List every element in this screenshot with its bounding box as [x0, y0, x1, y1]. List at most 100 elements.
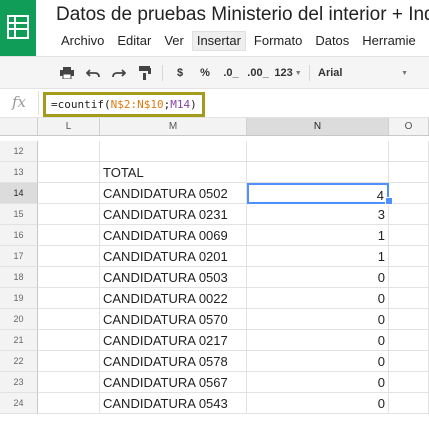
cell[interactable]: [38, 246, 100, 267]
cell[interactable]: [38, 162, 100, 183]
paint-format-icon[interactable]: [136, 63, 154, 83]
percent-button[interactable]: %: [200, 67, 210, 79]
cell[interactable]: 0: [247, 372, 389, 393]
undo-icon[interactable]: [84, 63, 102, 83]
cell[interactable]: 0: [247, 267, 389, 288]
cell[interactable]: [247, 141, 389, 162]
cell[interactable]: [389, 183, 429, 204]
cell[interactable]: [389, 267, 429, 288]
cell[interactable]: [38, 372, 100, 393]
cell[interactable]: [389, 309, 429, 330]
cell[interactable]: [389, 393, 429, 414]
cell[interactable]: [38, 141, 100, 162]
select-all-corner[interactable]: [0, 118, 38, 135]
row-header[interactable]: 13: [0, 162, 38, 183]
cell[interactable]: [389, 204, 429, 225]
row-header[interactable]: 18: [0, 267, 38, 288]
cell[interactable]: CANDIDATURA 0502: [100, 183, 247, 204]
cell[interactable]: CANDIDATURA 0217: [100, 330, 247, 351]
table-row: 14 CANDIDATURA 0502 4: [0, 183, 429, 204]
formula-input[interactable]: =countif(N$2:N$10;M14): [43, 92, 205, 117]
menu-insertar[interactable]: Insertar: [191, 31, 246, 51]
menu-editar[interactable]: Editar: [117, 33, 152, 48]
menu-datos[interactable]: Datos: [315, 33, 350, 48]
cell[interactable]: 3: [247, 204, 389, 225]
cell[interactable]: CANDIDATURA 0231: [100, 204, 247, 225]
cell[interactable]: [38, 309, 100, 330]
table-row: 13 TOTAL: [0, 162, 429, 183]
cell[interactable]: CANDIDATURA 0570: [100, 309, 247, 330]
cell[interactable]: CANDIDATURA 0543: [100, 393, 247, 414]
row-header[interactable]: 14: [0, 183, 38, 204]
sheets-logo-icon[interactable]: [0, 0, 36, 56]
column-header-o[interactable]: O: [389, 118, 429, 135]
formula-separator: ;: [163, 98, 171, 111]
active-cell[interactable]: 4: [247, 183, 389, 204]
cell[interactable]: 0: [247, 288, 389, 309]
menu-archivo[interactable]: Archivo: [61, 33, 105, 48]
cell[interactable]: CANDIDATURA 0022: [100, 288, 247, 309]
cell[interactable]: [38, 183, 100, 204]
cell[interactable]: TOTAL: [100, 162, 247, 183]
document-title[interactable]: Datos de pruebas Ministerio del interior…: [56, 4, 429, 25]
menu-formato[interactable]: Formato: [253, 33, 303, 48]
menu-ver[interactable]: Ver: [164, 33, 184, 48]
column-header-l[interactable]: L: [38, 118, 100, 135]
cell[interactable]: [38, 288, 100, 309]
cell[interactable]: 0: [247, 309, 389, 330]
frozen-divider: [0, 136, 429, 141]
cell[interactable]: CANDIDATURA 0567: [100, 372, 247, 393]
print-icon[interactable]: [58, 63, 76, 83]
table-row: 16 CANDIDATURA 0069 1: [0, 225, 429, 246]
column-header-m[interactable]: M: [100, 118, 247, 135]
cell[interactable]: 1: [247, 246, 389, 267]
currency-button[interactable]: $: [176, 67, 184, 79]
cell[interactable]: [38, 267, 100, 288]
font-family-select[interactable]: Arial ▼: [318, 63, 408, 83]
column-header-n[interactable]: N: [247, 118, 389, 135]
cell[interactable]: [38, 393, 100, 414]
cell[interactable]: [389, 141, 429, 162]
row-header[interactable]: 16: [0, 225, 38, 246]
cell[interactable]: [389, 246, 429, 267]
cell[interactable]: [38, 351, 100, 372]
row-header[interactable]: 12: [0, 141, 38, 162]
cell[interactable]: 0: [247, 393, 389, 414]
fill-handle[interactable]: [385, 197, 393, 205]
row-header[interactable]: 22: [0, 351, 38, 372]
cell[interactable]: 0: [247, 351, 389, 372]
cell[interactable]: [389, 225, 429, 246]
fx-icon: fx: [12, 93, 27, 111]
cell[interactable]: [389, 330, 429, 351]
decrease-decimals-button[interactable]: .0_: [223, 67, 239, 79]
formula-range-ref: N$2:N$10: [110, 98, 164, 111]
cell[interactable]: CANDIDATURA 0503: [100, 267, 247, 288]
cell[interactable]: [38, 204, 100, 225]
table-row: 17 CANDIDATURA 0201 1: [0, 246, 429, 267]
cell[interactable]: 0: [247, 330, 389, 351]
row-header[interactable]: 15: [0, 204, 38, 225]
cell[interactable]: CANDIDATURA 0201: [100, 246, 247, 267]
row-header[interactable]: 24: [0, 393, 38, 414]
cell[interactable]: [38, 225, 100, 246]
more-formats-button[interactable]: 123 ▼: [273, 63, 303, 83]
menu-herramientas[interactable]: Herramie: [362, 33, 416, 48]
cell[interactable]: [38, 330, 100, 351]
increase-decimals-button[interactable]: .00_: [247, 67, 269, 79]
cell[interactable]: [100, 141, 247, 162]
row-header[interactable]: 20: [0, 309, 38, 330]
cell[interactable]: CANDIDATURA 0069: [100, 225, 247, 246]
row-header[interactable]: 21: [0, 330, 38, 351]
row-header[interactable]: 23: [0, 372, 38, 393]
cell[interactable]: [247, 162, 389, 183]
redo-icon[interactable]: [110, 63, 128, 83]
cell[interactable]: 1: [247, 225, 389, 246]
cell[interactable]: [389, 351, 429, 372]
cell[interactable]: [389, 162, 429, 183]
row-header[interactable]: 19: [0, 288, 38, 309]
chevron-down-icon: ▼: [294, 69, 302, 77]
row-header[interactable]: 17: [0, 246, 38, 267]
cell[interactable]: CANDIDATURA 0578: [100, 351, 247, 372]
cell[interactable]: [389, 372, 429, 393]
cell[interactable]: [389, 288, 429, 309]
